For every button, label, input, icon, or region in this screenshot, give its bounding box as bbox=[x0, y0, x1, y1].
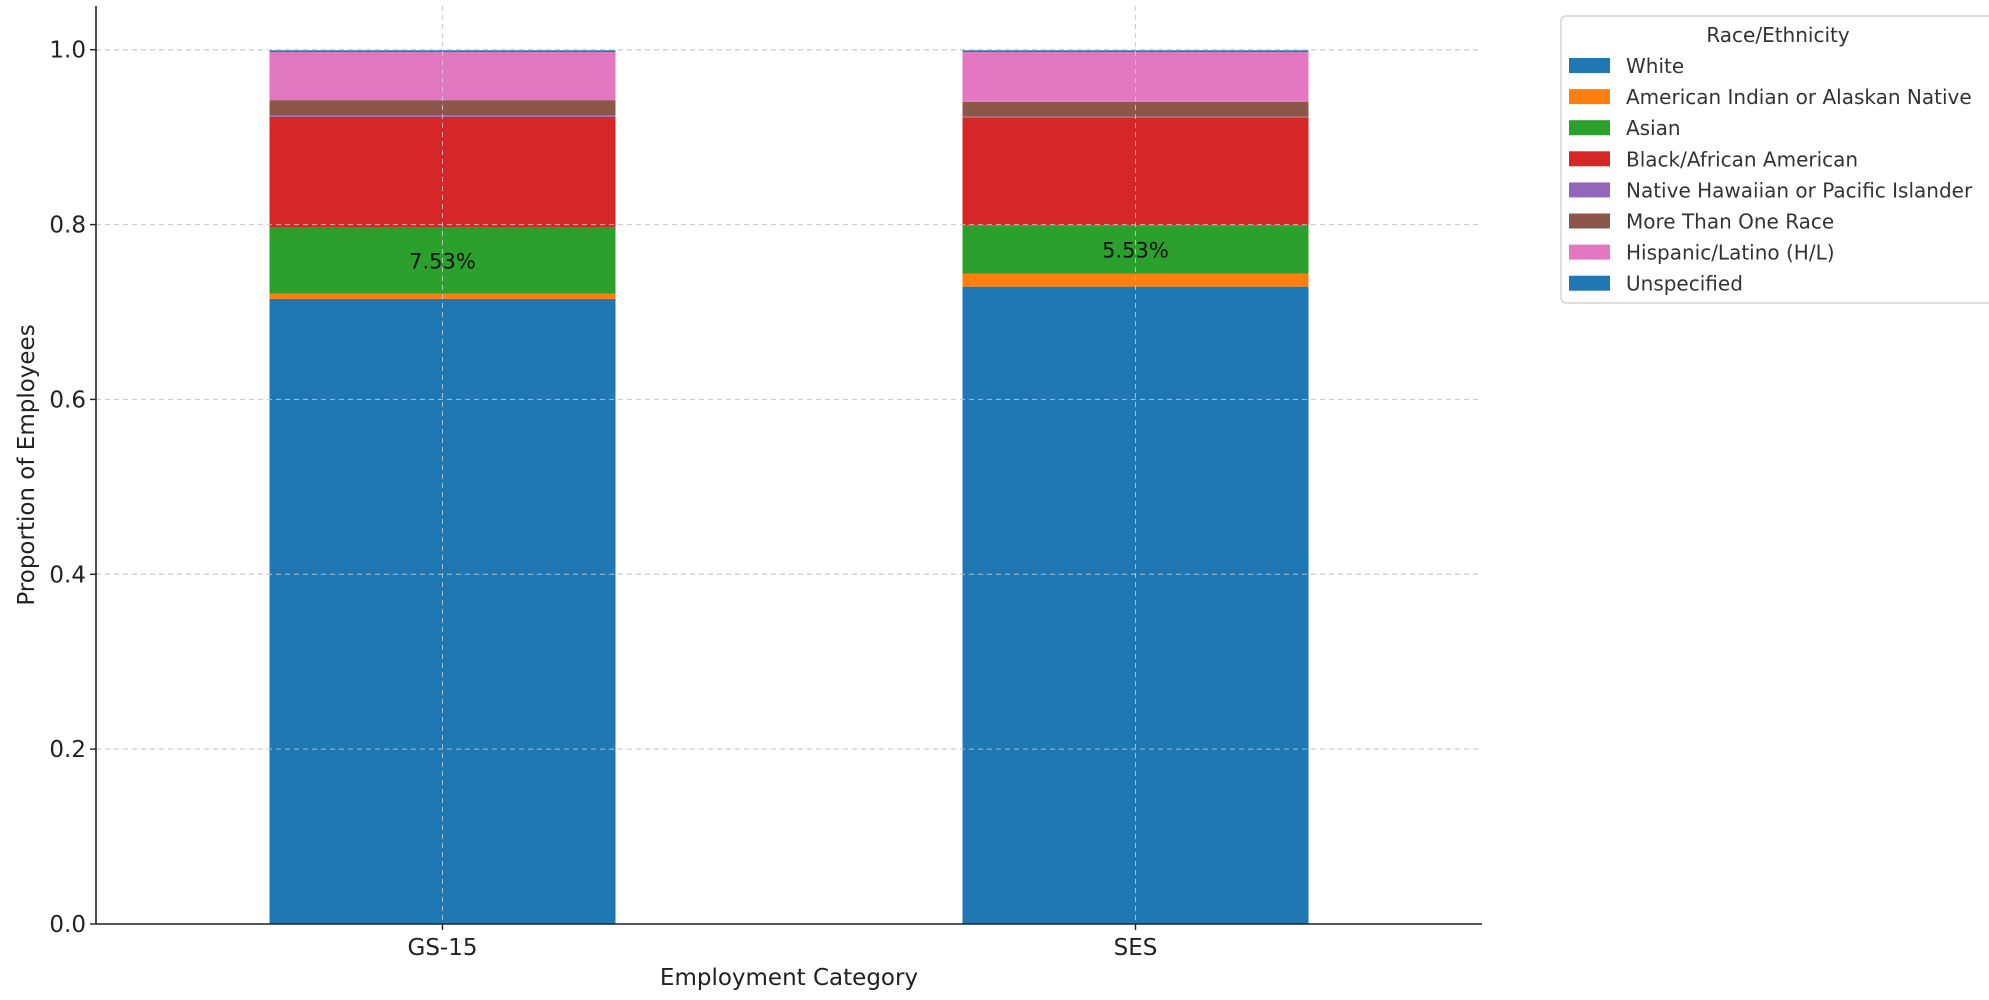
y-tick-label: 0.8 bbox=[49, 213, 86, 239]
axes bbox=[95, 6, 1482, 925]
legend-entry-label: Black/African American bbox=[1626, 147, 1858, 171]
legend-swatch bbox=[1569, 151, 1610, 167]
legend-entry-label: Native Hawaiian or Pacific Islander bbox=[1626, 178, 1973, 202]
legend-entry-label: Hispanic/Latino (H/L) bbox=[1626, 241, 1835, 265]
legend-entry-label: Asian bbox=[1626, 116, 1681, 140]
legend-swatch bbox=[1569, 182, 1610, 198]
x-tick-label: SES bbox=[1114, 935, 1158, 961]
y-axis-label: Proportion of Employees bbox=[14, 324, 40, 605]
y-tick-label: 0.6 bbox=[49, 387, 86, 413]
y-tick-label: 0.4 bbox=[49, 562, 86, 588]
legend-title: Race/Ethnicity bbox=[1706, 23, 1850, 47]
data-labels: 7.53% 5.53% bbox=[409, 238, 1169, 273]
legend-items: White American Indian or Alaskan Native As… bbox=[1569, 54, 1973, 296]
y-tick-label: 1.0 bbox=[49, 38, 86, 64]
x-tick-label: GS-15 bbox=[408, 935, 478, 961]
bar-segment bbox=[269, 52, 616, 101]
legend-entry-label: White bbox=[1626, 54, 1684, 78]
legend-swatch bbox=[1569, 89, 1610, 105]
bar-segment bbox=[962, 52, 1309, 102]
legend-swatch bbox=[1569, 275, 1610, 291]
legend-frame bbox=[1560, 15, 1989, 304]
bar-stacks bbox=[96, 6, 1482, 925]
y-tick-label: 0.0 bbox=[49, 912, 86, 938]
x-axis-label: Employment Category bbox=[660, 965, 918, 991]
legend-swatch bbox=[1569, 120, 1610, 136]
y-tick-label: 0.2 bbox=[49, 737, 86, 763]
legend-entry-label: Unspecified bbox=[1626, 272, 1743, 296]
data-label: 7.53% bbox=[409, 250, 476, 274]
legend: Race/Ethnicity White American Indian or A… bbox=[1560, 15, 1989, 304]
tick-labels: 0.0 0.2 0.4 0.6 0.8 1.0 GS-15 SES bbox=[49, 38, 1157, 961]
legend-entry-label: American Indian or Alaskan Native bbox=[1626, 85, 1972, 109]
legend-swatch bbox=[1569, 58, 1610, 73]
legend-entry-label: More Than One Race bbox=[1626, 210, 1834, 234]
data-label: 5.53% bbox=[1102, 238, 1169, 262]
legend-swatch bbox=[1569, 213, 1610, 229]
legend-swatch bbox=[1569, 244, 1610, 260]
